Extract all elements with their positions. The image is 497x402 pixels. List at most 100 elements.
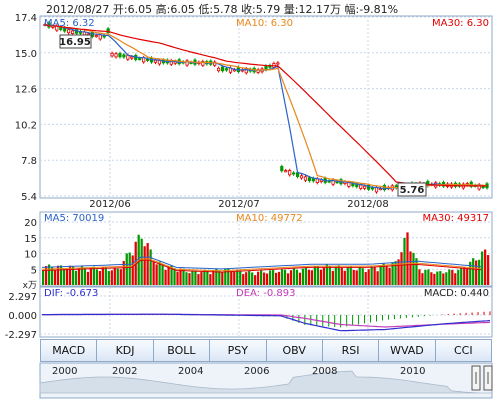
volume-bar xyxy=(173,268,176,285)
price-ytick-label: 17.4 xyxy=(15,13,37,24)
macd-ytick-label: -2.297 xyxy=(5,330,37,341)
header-close: 5.79 xyxy=(255,3,281,16)
volume-bar xyxy=(161,264,164,285)
volume-bar xyxy=(113,267,116,285)
macd-ytick-label: 0.000 xyxy=(8,311,37,322)
volume-bar xyxy=(463,267,466,285)
volume-bar xyxy=(194,271,197,285)
price-candle xyxy=(185,60,189,66)
price-candle xyxy=(130,56,134,59)
volume-bar xyxy=(346,266,349,285)
volume-bar xyxy=(469,261,472,285)
volume-bar xyxy=(86,271,90,285)
volume-bar xyxy=(68,265,72,285)
volume-legend-ma10: MA10: 49772 xyxy=(236,213,303,224)
volume-bar xyxy=(412,252,415,285)
header-volume: 12.17万 xyxy=(298,3,342,16)
volume-bar xyxy=(427,269,430,285)
macd-dif-line xyxy=(42,313,491,332)
volume-bar xyxy=(349,266,352,285)
volume-bar xyxy=(268,270,272,285)
volume-ytick-label: 15 xyxy=(24,234,37,245)
volume-bar xyxy=(227,268,230,285)
volume-ytick-label: 5 xyxy=(31,265,37,276)
tab-boll[interactable]: BOLL xyxy=(152,339,210,362)
volume-bar xyxy=(233,271,236,285)
volume-legend-ma30: MA30: 49317 xyxy=(422,213,489,224)
volume-bar xyxy=(343,270,346,285)
macd-ytick-label: 2.297 xyxy=(8,292,37,303)
volume-bar xyxy=(289,270,293,285)
volume-bar xyxy=(167,266,170,285)
price-candle xyxy=(481,186,485,189)
tab-rsi[interactable]: RSI xyxy=(321,339,379,362)
volume-bar xyxy=(424,269,427,285)
macd-panel xyxy=(39,286,493,338)
price-candle xyxy=(122,54,126,58)
volume-bar xyxy=(197,274,200,285)
volume-bar xyxy=(236,269,239,285)
tab-macd[interactable]: MACD xyxy=(40,339,97,362)
volume-bar xyxy=(445,272,448,285)
header-change: -9.81% xyxy=(359,3,399,16)
volume-bar xyxy=(418,269,421,285)
volume-bar xyxy=(400,252,403,285)
volume-bar xyxy=(337,265,340,285)
tab-cci[interactable]: CCI xyxy=(434,339,492,362)
price-header: 2012/08/27 开:6.05 高:6.05 低:5.78 收:5.79 量… xyxy=(46,3,399,16)
volume-bar xyxy=(212,270,215,285)
volume-bar xyxy=(230,271,233,285)
macd-legend-dif: DIF: -0.673 xyxy=(44,288,99,299)
volume-bar xyxy=(62,269,66,285)
navigator-year-label: 2000 xyxy=(52,366,77,377)
volume-bar xyxy=(397,259,400,285)
volume-bar xyxy=(89,267,93,285)
volume-bar xyxy=(421,273,424,285)
volume-bar xyxy=(319,269,322,285)
volume-bar xyxy=(322,267,325,285)
volume-bar xyxy=(119,269,122,285)
navigator-year-label: 2002 xyxy=(112,366,137,377)
volume-bar xyxy=(218,270,221,285)
volume-bar xyxy=(42,270,45,285)
volume-bar xyxy=(484,249,487,285)
price-candle xyxy=(224,68,229,71)
tab-kdj[interactable]: KDJ xyxy=(96,339,153,362)
header-open: 6.05 xyxy=(127,3,153,16)
volume-bar xyxy=(188,273,191,285)
price-candle xyxy=(59,26,63,30)
volume-bar xyxy=(107,271,110,285)
price-candle xyxy=(145,58,150,61)
volume-bar xyxy=(340,267,343,285)
price-candle xyxy=(307,177,312,182)
tab-wvad[interactable]: WVAD xyxy=(378,339,435,362)
low-price-box xyxy=(397,182,427,197)
price-ytick-label: 7.8 xyxy=(21,156,37,167)
volume-bar xyxy=(439,271,442,285)
volume-bar xyxy=(200,272,203,285)
volume-bar xyxy=(140,238,143,285)
price-candle xyxy=(315,178,319,183)
price-ytick-label: 12.6 xyxy=(15,85,37,96)
price-candle xyxy=(217,67,221,72)
volume-bar xyxy=(245,272,248,285)
volume-bar xyxy=(373,267,376,285)
volume-bar xyxy=(460,267,463,285)
tab-obv[interactable]: OBV xyxy=(265,339,322,362)
price-candle xyxy=(264,65,268,70)
volume-bar xyxy=(430,272,433,285)
volume-bar xyxy=(328,265,331,285)
volume-bar xyxy=(406,232,409,285)
tab-psy[interactable]: PSY xyxy=(209,339,266,362)
volume-bar xyxy=(487,255,490,285)
volume-bar xyxy=(394,261,397,285)
volume-bar xyxy=(80,266,84,285)
volume-bar xyxy=(146,243,149,285)
price-candle xyxy=(118,53,122,58)
price-xtick-label: 2012/08 xyxy=(347,199,389,210)
price-candle xyxy=(359,184,363,189)
volume-bar xyxy=(367,269,370,285)
volume-bar xyxy=(316,266,320,285)
price-candle xyxy=(347,182,351,187)
volume-bar xyxy=(104,267,107,285)
